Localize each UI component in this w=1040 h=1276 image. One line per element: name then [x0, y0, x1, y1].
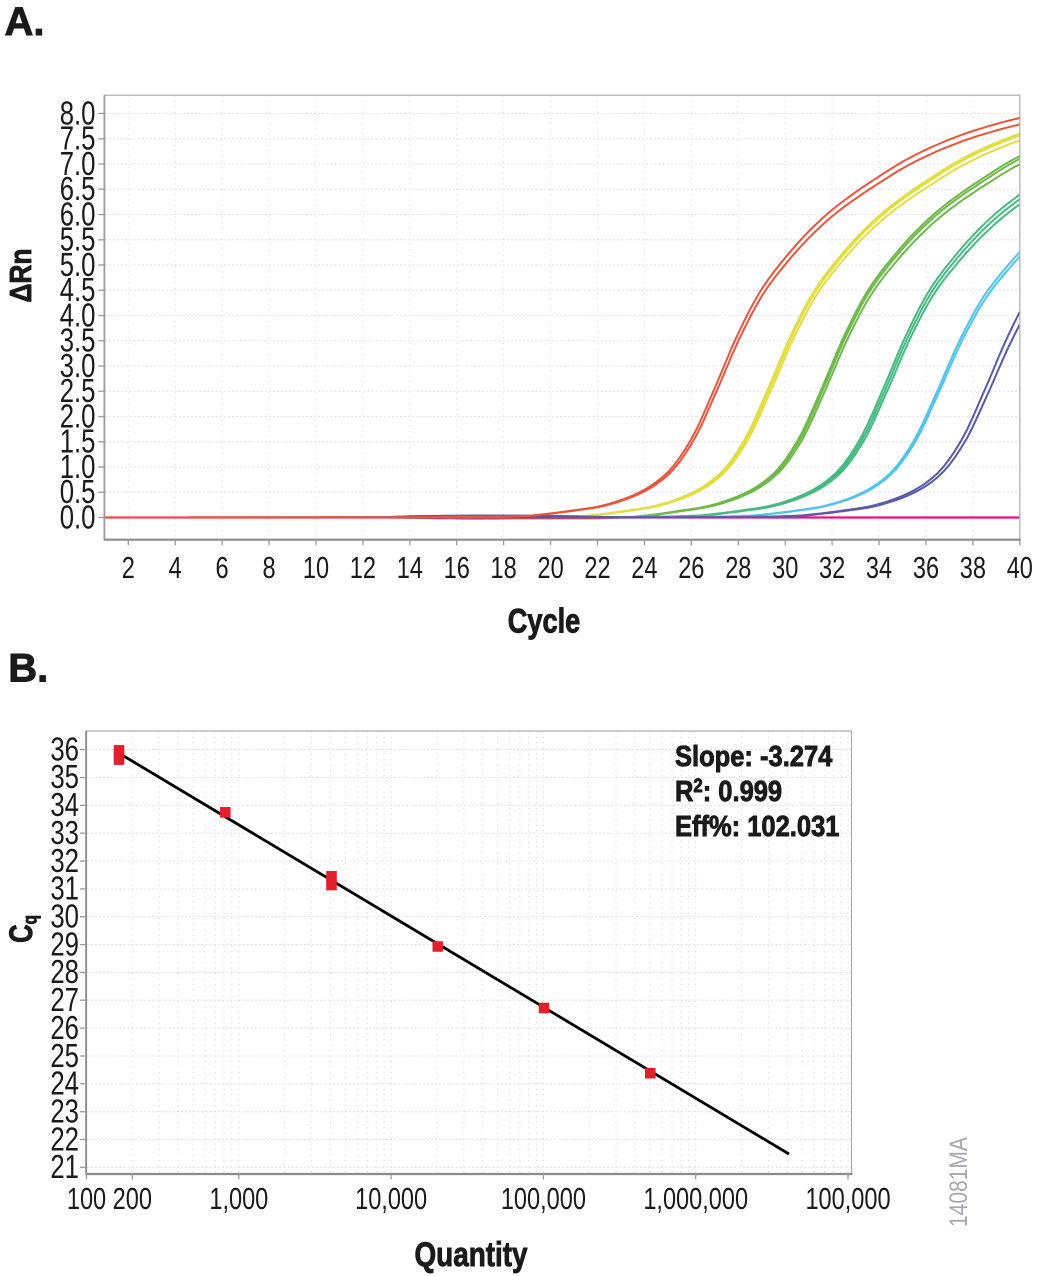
svg-text:38: 38 [960, 550, 986, 585]
svg-text:2: 2 [122, 550, 135, 585]
svg-text:26: 26 [50, 1010, 79, 1047]
svg-text:8.0: 8.0 [60, 95, 96, 132]
svg-text:26: 26 [678, 550, 704, 585]
svg-text:14081MA: 14081MA [944, 1137, 972, 1227]
svg-text:Quantity: Quantity [414, 1235, 528, 1273]
svg-text:5.5: 5.5 [60, 222, 96, 259]
svg-text:100: 100 [67, 1181, 106, 1216]
svg-text:2.0: 2.0 [60, 398, 96, 435]
svg-text:ΔRn: ΔRn [4, 248, 38, 302]
svg-text:7.5: 7.5 [60, 121, 96, 158]
svg-text:1.5: 1.5 [60, 424, 96, 461]
svg-text:30: 30 [50, 899, 79, 936]
svg-text:32: 32 [819, 550, 845, 585]
svg-text:40: 40 [1007, 550, 1033, 585]
svg-text:10,000: 10,000 [355, 1181, 427, 1216]
svg-text:B.: B. [8, 647, 48, 691]
svg-text:100,000: 100,000 [501, 1181, 586, 1216]
svg-text:32: 32 [50, 843, 79, 880]
svg-text:29: 29 [50, 926, 79, 963]
svg-text:20: 20 [538, 550, 564, 585]
svg-text:100,000: 100,000 [805, 1181, 890, 1216]
svg-text:4.5: 4.5 [60, 272, 96, 309]
svg-text:12: 12 [350, 550, 376, 585]
svg-text:22: 22 [50, 1121, 79, 1158]
svg-text:14: 14 [397, 550, 423, 585]
svg-text:1.0: 1.0 [60, 449, 96, 486]
svg-text:0.5: 0.5 [60, 474, 96, 511]
svg-text:5.0: 5.0 [60, 247, 96, 284]
svg-text:31: 31 [50, 871, 79, 908]
svg-text:6.5: 6.5 [60, 171, 96, 208]
svg-text:16: 16 [444, 550, 470, 585]
svg-text:Slope: -3.274: Slope: -3.274 [675, 739, 833, 772]
svg-text:34: 34 [866, 550, 892, 585]
svg-text:30: 30 [772, 550, 798, 585]
svg-text:1,000: 1,000 [209, 1181, 268, 1216]
svg-text:28: 28 [50, 954, 79, 991]
svg-text:4.0: 4.0 [60, 297, 96, 334]
svg-text:25: 25 [50, 1038, 79, 1075]
svg-text:36: 36 [50, 731, 79, 768]
svg-text:18: 18 [491, 550, 517, 585]
svg-text:3.5: 3.5 [60, 323, 96, 360]
svg-text:22: 22 [584, 550, 610, 585]
svg-text:28: 28 [725, 550, 751, 585]
svg-text:200: 200 [113, 1181, 152, 1216]
svg-text:Cq: Cq [4, 915, 41, 943]
svg-text:2.5: 2.5 [60, 373, 96, 410]
svg-text:4: 4 [169, 550, 182, 585]
svg-text:23: 23 [50, 1094, 79, 1131]
svg-text:8: 8 [262, 550, 275, 585]
svg-text:1,000,000: 1,000,000 [643, 1181, 748, 1216]
svg-text:6.0: 6.0 [60, 196, 96, 233]
svg-text:34: 34 [50, 787, 79, 824]
svg-text:10: 10 [303, 550, 329, 585]
svg-text:A.: A. [5, 0, 45, 44]
svg-text:6: 6 [216, 550, 229, 585]
svg-text:Eff%: 102.031: Eff%: 102.031 [675, 809, 839, 842]
svg-text:24: 24 [631, 550, 657, 585]
svg-text:Cycle: Cycle [508, 602, 581, 641]
svg-text:R2: 0.999: R2: 0.999 [675, 774, 782, 807]
svg-text:33: 33 [50, 815, 79, 852]
svg-text:36: 36 [913, 550, 939, 585]
svg-text:24: 24 [50, 1066, 79, 1103]
svg-text:27: 27 [50, 982, 79, 1019]
svg-text:21: 21 [50, 1149, 79, 1186]
svg-text:35: 35 [50, 759, 79, 796]
svg-text:0.0: 0.0 [60, 499, 96, 536]
svg-text:3.0: 3.0 [60, 348, 96, 385]
svg-text:7.0: 7.0 [60, 146, 96, 183]
